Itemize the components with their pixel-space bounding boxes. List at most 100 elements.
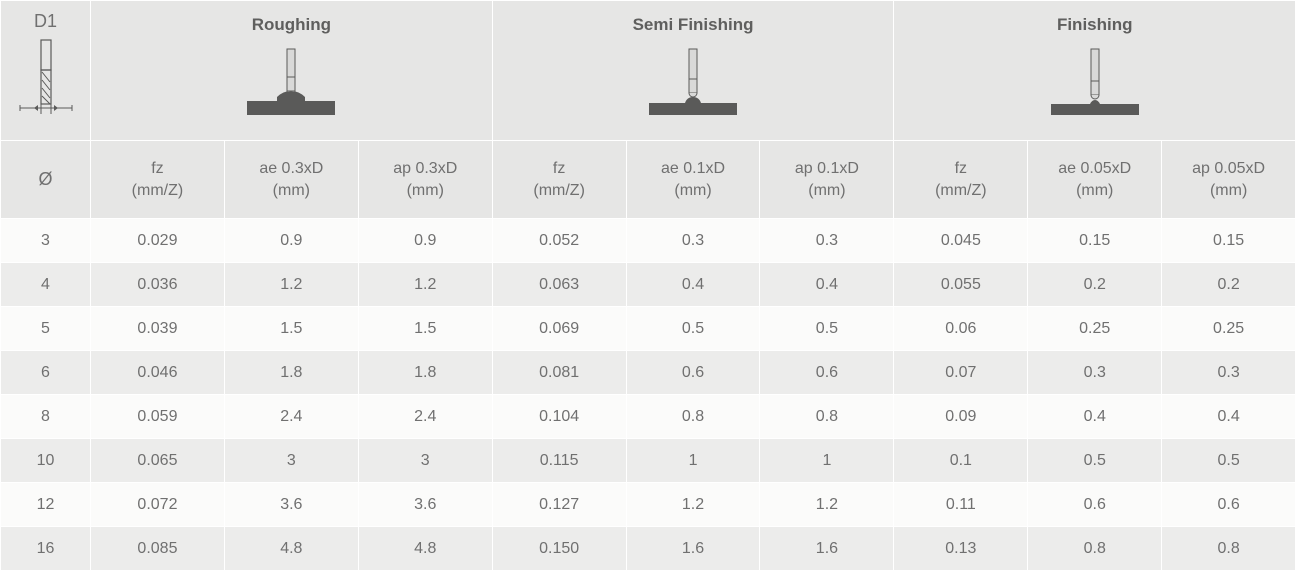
- data-cell: 0.2: [1162, 263, 1295, 307]
- table-row: 60.0461.81.80.0810.60.60.070.30.3: [1, 351, 1295, 395]
- data-cell: 0.065: [91, 439, 225, 483]
- section-header-row: D1: [1, 1, 1295, 141]
- column-header: ae 0.1xD(mm): [626, 141, 760, 219]
- diameter-cell: 3: [1, 219, 91, 263]
- table-row: 100.065330.115110.10.50.5: [1, 439, 1295, 483]
- data-cell: 0.4: [1028, 395, 1162, 439]
- data-cell: 1.2: [358, 263, 492, 307]
- d1-tool-icon: [1, 38, 90, 118]
- data-cell: 0.09: [894, 395, 1028, 439]
- column-header: fz(mm/Z): [91, 141, 225, 219]
- data-cell: 3.6: [224, 483, 358, 527]
- data-cell: 0.6: [760, 351, 894, 395]
- data-cell: 0.059: [91, 395, 225, 439]
- data-cell: 0.029: [91, 219, 225, 263]
- data-cell: 1.8: [358, 351, 492, 395]
- data-cell: 0.25: [1162, 307, 1295, 351]
- column-header: ap 0.05xD(mm): [1162, 141, 1295, 219]
- diameter-cell: 10: [1, 439, 91, 483]
- section-title: Roughing: [91, 15, 492, 35]
- data-cell: 0.4: [760, 263, 894, 307]
- diameter-cell: 4: [1, 263, 91, 307]
- data-cell: 0.104: [492, 395, 626, 439]
- roughing-icon: [91, 45, 492, 117]
- section-title: Semi Finishing: [493, 15, 894, 35]
- data-cell: 0.11: [894, 483, 1028, 527]
- data-cell: 0.045: [894, 219, 1028, 263]
- data-cell: 0.15: [1162, 219, 1295, 263]
- data-cell: 0.25: [1028, 307, 1162, 351]
- data-cell: 0.8: [626, 395, 760, 439]
- data-cell: 0.055: [894, 263, 1028, 307]
- section-header-semi-finishing: Semi Finishing: [492, 1, 894, 141]
- data-cell: 1.5: [358, 307, 492, 351]
- data-cell: 0.039: [91, 307, 225, 351]
- data-cell: 0.8: [1162, 527, 1295, 571]
- data-cell: 0.8: [760, 395, 894, 439]
- data-cell: 2.4: [358, 395, 492, 439]
- data-cell: 1: [626, 439, 760, 483]
- data-cell: 1.2: [760, 483, 894, 527]
- data-cell: 0.085: [91, 527, 225, 571]
- section-header-finishing: Finishing: [894, 1, 1295, 141]
- data-cell: 1.2: [626, 483, 760, 527]
- table-row: 160.0854.84.80.1501.61.60.130.80.8: [1, 527, 1295, 571]
- data-cell: 0.5: [1162, 439, 1295, 483]
- data-cell: 2.4: [224, 395, 358, 439]
- data-cell: 3: [224, 439, 358, 483]
- section-header-roughing: Roughing: [91, 1, 493, 141]
- data-cell: 0.150: [492, 527, 626, 571]
- data-cell: 0.115: [492, 439, 626, 483]
- cutting-data-table: D1: [0, 0, 1295, 571]
- data-cell: 1: [760, 439, 894, 483]
- d1-label: D1: [34, 11, 57, 31]
- data-cell: 0.2: [1028, 263, 1162, 307]
- data-cell: 0.3: [1028, 351, 1162, 395]
- table: D1: [0, 0, 1295, 571]
- data-cell: 0.5: [1028, 439, 1162, 483]
- data-cell: 1.6: [760, 527, 894, 571]
- sub-header-row: Ø fz(mm/Z) ae 0.3xD(mm) ap 0.3xD(mm) fz(…: [1, 141, 1295, 219]
- column-header: ae 0.05xD(mm): [1028, 141, 1162, 219]
- column-header: ae 0.3xD(mm): [224, 141, 358, 219]
- table-row: 30.0290.90.90.0520.30.30.0450.150.15: [1, 219, 1295, 263]
- section-title: Finishing: [894, 15, 1295, 35]
- table-row: 120.0723.63.60.1271.21.20.110.60.6: [1, 483, 1295, 527]
- diameter-cell: 16: [1, 527, 91, 571]
- data-cell: 0.052: [492, 219, 626, 263]
- table-row: 50.0391.51.50.0690.50.50.060.250.25: [1, 307, 1295, 351]
- data-cell: 0.1: [894, 439, 1028, 483]
- data-cell: 0.5: [760, 307, 894, 351]
- data-cell: 1.5: [224, 307, 358, 351]
- data-cell: 0.081: [492, 351, 626, 395]
- data-cell: 0.13: [894, 527, 1028, 571]
- data-cell: 0.127: [492, 483, 626, 527]
- data-cell: 0.063: [492, 263, 626, 307]
- diameter-symbol: Ø: [38, 169, 52, 189]
- data-cell: 0.4: [1162, 395, 1295, 439]
- data-cell: 0.036: [91, 263, 225, 307]
- data-cell: 0.06: [894, 307, 1028, 351]
- data-cell: 0.069: [492, 307, 626, 351]
- data-cell: 0.3: [760, 219, 894, 263]
- data-cell: 1.8: [224, 351, 358, 395]
- data-cell: 0.3: [1162, 351, 1295, 395]
- data-cell: 4.8: [224, 527, 358, 571]
- column-header: fz(mm/Z): [894, 141, 1028, 219]
- data-cell: 0.9: [224, 219, 358, 263]
- data-cell: 0.9: [358, 219, 492, 263]
- table-row: 40.0361.21.20.0630.40.40.0550.20.2: [1, 263, 1295, 307]
- column-header: ap 0.1xD(mm): [760, 141, 894, 219]
- diameter-cell: 8: [1, 395, 91, 439]
- data-cell: 3.6: [358, 483, 492, 527]
- data-cell: 0.6: [626, 351, 760, 395]
- diameter-symbol-cell: Ø: [1, 141, 91, 219]
- column-header: ap 0.3xD(mm): [358, 141, 492, 219]
- finishing-icon: [894, 45, 1295, 117]
- table-row: 80.0592.42.40.1040.80.80.090.40.4: [1, 395, 1295, 439]
- data-cell: 0.8: [1028, 527, 1162, 571]
- data-cell: 0.4: [626, 263, 760, 307]
- diameter-cell: 12: [1, 483, 91, 527]
- column-header: fz(mm/Z): [492, 141, 626, 219]
- data-cell: 0.046: [91, 351, 225, 395]
